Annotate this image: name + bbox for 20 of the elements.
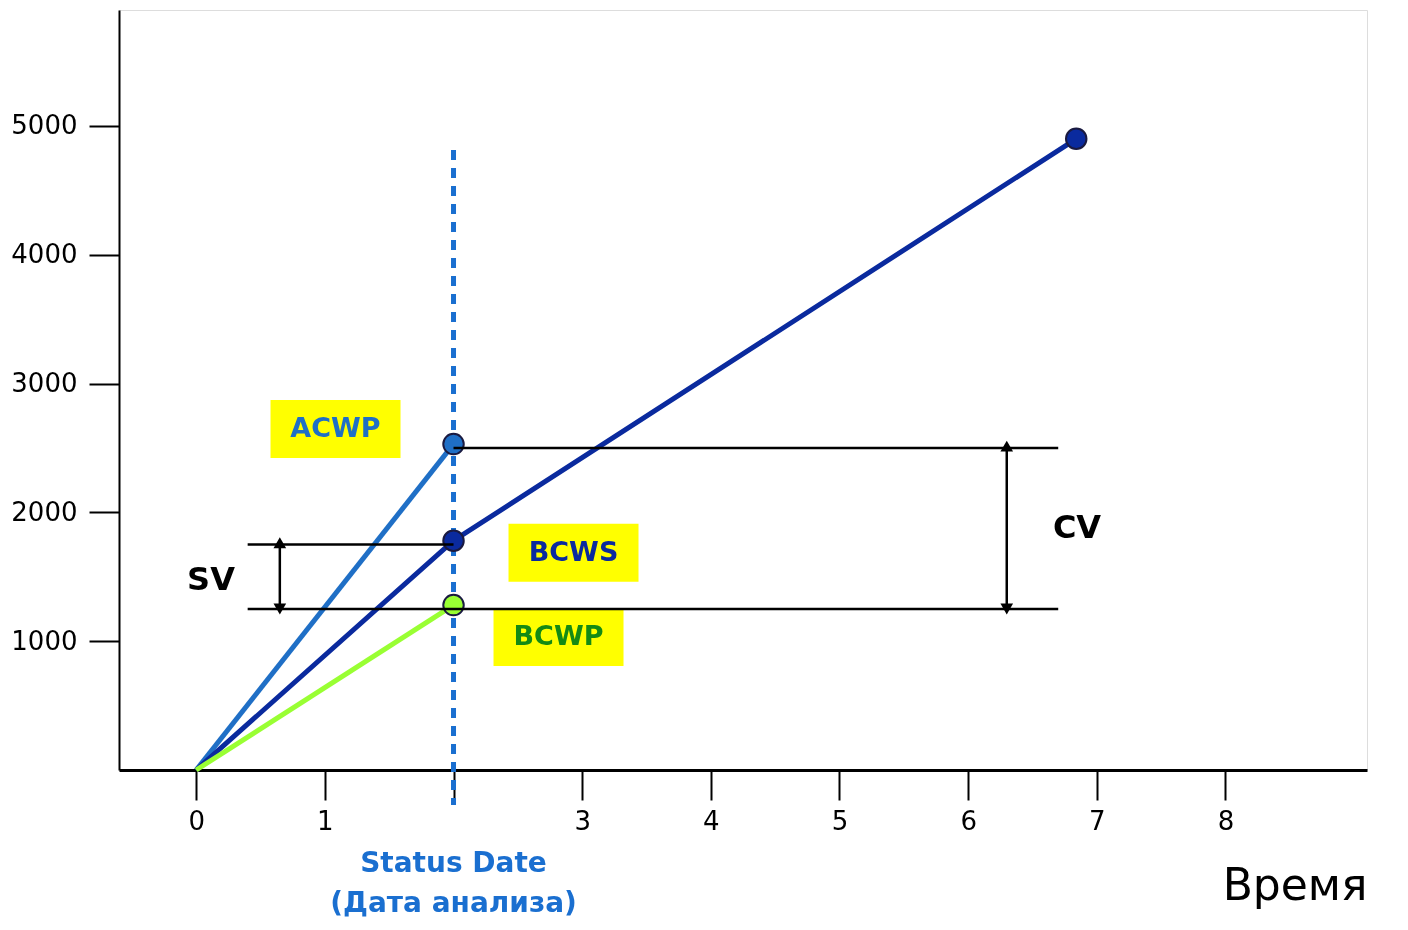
x-axis-title: Время (1222, 858, 1368, 910)
series-label: BCWS (528, 535, 619, 567)
x-tick-label: 4 (703, 805, 720, 836)
x-tick-label: 5 (831, 805, 849, 836)
x-tick-label: 1 (317, 805, 334, 836)
text: ACWP (290, 412, 381, 444)
series-label: BCWP (513, 620, 604, 652)
y-tick-label: 2000 (11, 496, 78, 527)
y-tick-label: 3000 (11, 368, 78, 399)
y-tick-label: 4000 (11, 239, 78, 270)
annotation: CV (1052, 508, 1102, 546)
ref-line-label: Status Date (Дата анализа) (330, 846, 577, 919)
x-tick-label: 0 (188, 805, 205, 836)
y-tick-label: 5000 (11, 110, 78, 141)
x-tick-label: 3 (574, 805, 591, 836)
x-tick-label: 7 (1089, 805, 1106, 836)
annotation: SV (187, 560, 236, 598)
y-tick-label: 1000 (11, 625, 78, 656)
x-tick-label: 6 (960, 805, 977, 836)
x-tick-label: 8 (1217, 805, 1235, 836)
